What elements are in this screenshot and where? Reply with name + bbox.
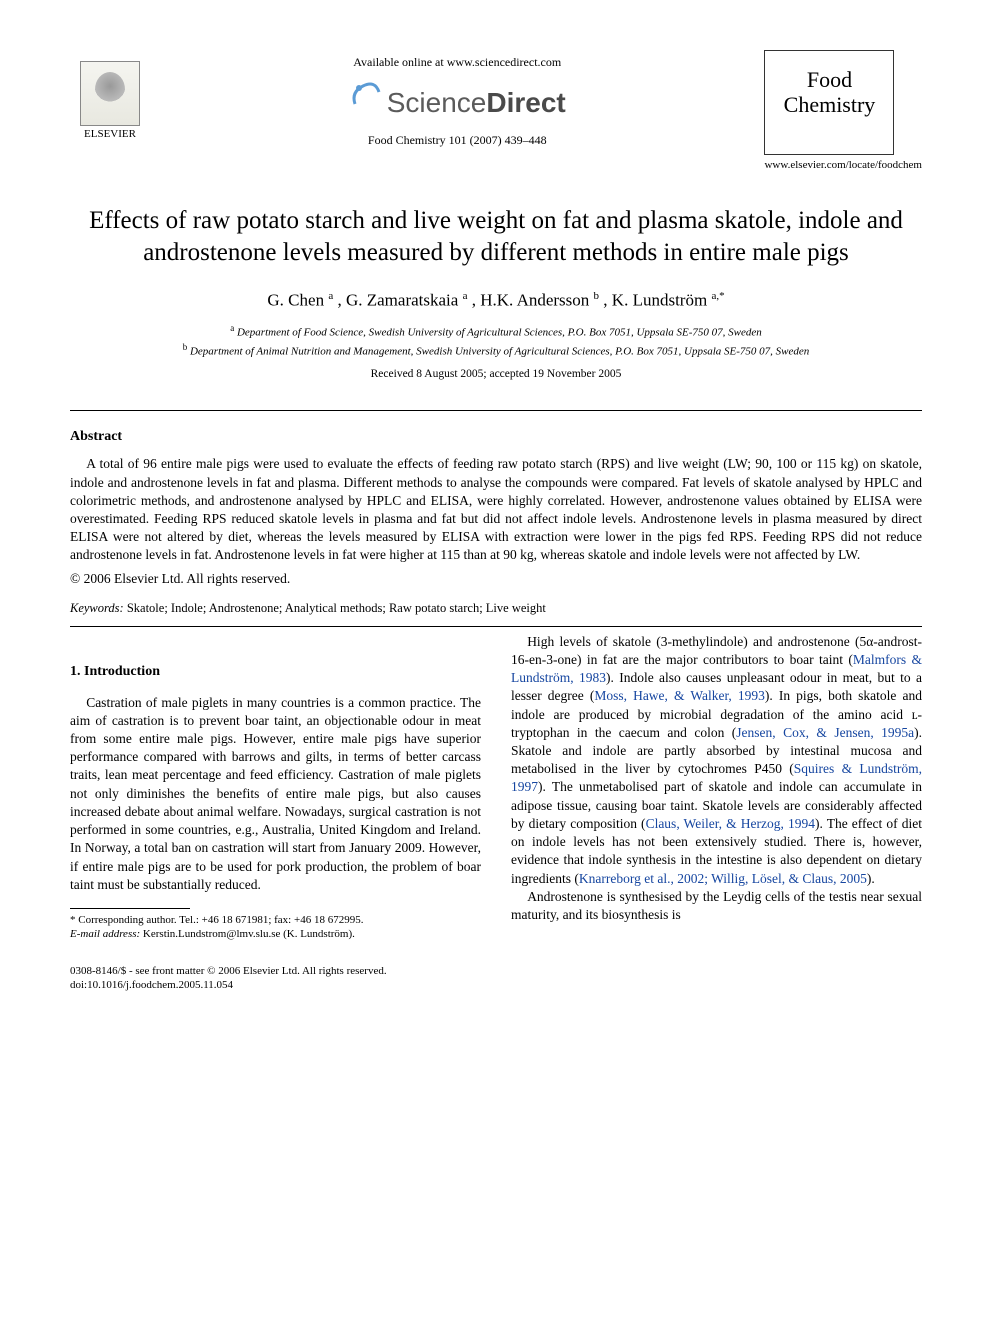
affiliation-b: b Department of Animal Nutrition and Man… bbox=[70, 341, 922, 360]
journal-box-wrapper: Food Chemistry www.elsevier.com/locate/f… bbox=[764, 50, 922, 171]
author-1-affil: a bbox=[328, 290, 333, 302]
header-row: ELSEVIER Available online at www.science… bbox=[70, 50, 922, 171]
sciencedirect-swoosh-icon bbox=[349, 78, 383, 112]
intro-paragraph-2: High levels of skatole (3-methylindole) … bbox=[511, 633, 922, 888]
citation-claus-1994[interactable]: Claus, Weiler, & Herzog, 1994 bbox=[646, 816, 815, 831]
corresponding-author-footnote: * Corresponding author. Tel.: +46 18 671… bbox=[70, 913, 481, 942]
intro-paragraph-1: Castration of male piglets in many count… bbox=[70, 694, 481, 894]
p2-text-g: ). bbox=[867, 871, 875, 886]
author-4-affil: a,* bbox=[711, 290, 724, 302]
author-2: , G. Zamaratskaia bbox=[337, 290, 462, 309]
rule-bottom bbox=[70, 626, 922, 627]
email-tail: (K. Lundström). bbox=[280, 928, 355, 940]
elsevier-label: ELSEVIER bbox=[84, 128, 136, 140]
rule-top bbox=[70, 410, 922, 411]
affiliations: a Department of Food Science, Swedish Un… bbox=[70, 322, 922, 360]
journal-name-line1: Food bbox=[771, 67, 887, 92]
elsevier-tree-icon bbox=[80, 61, 140, 126]
sciencedirect-text: ScienceDirect bbox=[387, 87, 566, 119]
keywords-label: Keywords: bbox=[70, 601, 124, 615]
received-accepted-dates: Received 8 August 2005; accepted 19 Nove… bbox=[70, 368, 922, 380]
issn-line: 0308-8146/$ - see front matter © 2006 El… bbox=[70, 964, 922, 978]
abstract-text: A total of 96 entire male pigs were used… bbox=[70, 455, 922, 564]
intro-paragraph-3: Androstenone is synthesised by the Leydi… bbox=[511, 888, 922, 924]
keywords-text: Skatole; Indole; Androstenone; Analytica… bbox=[124, 601, 546, 615]
citation-moss-1993[interactable]: Moss, Hawe, & Walker, 1993 bbox=[594, 688, 765, 703]
author-2-affil: a bbox=[463, 290, 468, 302]
citation-jensen-1995a[interactable]: Jensen, Cox, & Jensen, 1995a bbox=[736, 725, 914, 740]
email-address[interactable]: Kerstin.Lundstrom@lmv.slu.se bbox=[140, 928, 280, 940]
page-container: ELSEVIER Available online at www.science… bbox=[0, 0, 992, 1032]
keywords-line: Keywords: Skatole; Indole; Androstenone;… bbox=[70, 601, 922, 616]
affil-a-text: Department of Food Science, Swedish Univ… bbox=[234, 327, 762, 339]
affil-b-text: Department of Animal Nutrition and Manag… bbox=[187, 346, 809, 358]
sd-bold: Direct bbox=[486, 87, 565, 118]
journal-name-line2: Chemistry bbox=[771, 92, 887, 117]
elsevier-logo: ELSEVIER bbox=[70, 50, 150, 140]
locate-url: www.elsevier.com/locate/foodchem bbox=[764, 159, 922, 171]
doi-line: doi:10.1016/j.foodchem.2005.11.054 bbox=[70, 978, 922, 992]
article-title: Effects of raw potato starch and live we… bbox=[70, 205, 922, 270]
footnote-separator bbox=[70, 908, 190, 909]
abstract-copyright: © 2006 Elsevier Ltd. All rights reserved… bbox=[70, 571, 922, 587]
citation-knarreborg-2002[interactable]: Knarreborg et al., 2002; Willig, Lösel, … bbox=[579, 871, 867, 886]
available-online-text: Available online at www.sciencedirect.co… bbox=[150, 55, 764, 70]
author-1: G. Chen bbox=[267, 290, 328, 309]
sciencedirect-logo: ScienceDirect bbox=[349, 78, 566, 119]
journal-cover-box: Food Chemistry bbox=[764, 50, 894, 155]
author-3-affil: b bbox=[594, 290, 600, 302]
abstract-heading: Abstract bbox=[70, 429, 922, 445]
journal-reference: Food Chemistry 101 (2007) 439–448 bbox=[150, 133, 764, 148]
header-center: Available online at www.sciencedirect.co… bbox=[150, 50, 764, 148]
email-label: E-mail address: bbox=[70, 928, 140, 940]
sd-light: Science bbox=[387, 87, 487, 118]
affiliation-a: a Department of Food Science, Swedish Un… bbox=[70, 322, 922, 341]
authors-line: G. Chen a , G. Zamaratskaia a , H.K. And… bbox=[70, 290, 922, 311]
corr-email-line: E-mail address: Kerstin.Lundstrom@lmv.sl… bbox=[70, 927, 481, 941]
corr-author-line: * Corresponding author. Tel.: +46 18 671… bbox=[70, 913, 481, 927]
left-column-block: 1. Introduction Castration of male pigle… bbox=[70, 663, 481, 942]
author-3: , H.K. Andersson bbox=[472, 290, 594, 309]
body-two-column: 1. Introduction Castration of male pigle… bbox=[70, 633, 922, 942]
author-4: , K. Lundström bbox=[603, 290, 711, 309]
page-footer: 0308-8146/$ - see front matter © 2006 El… bbox=[70, 964, 922, 993]
section-1-heading: 1. Introduction bbox=[70, 663, 481, 682]
